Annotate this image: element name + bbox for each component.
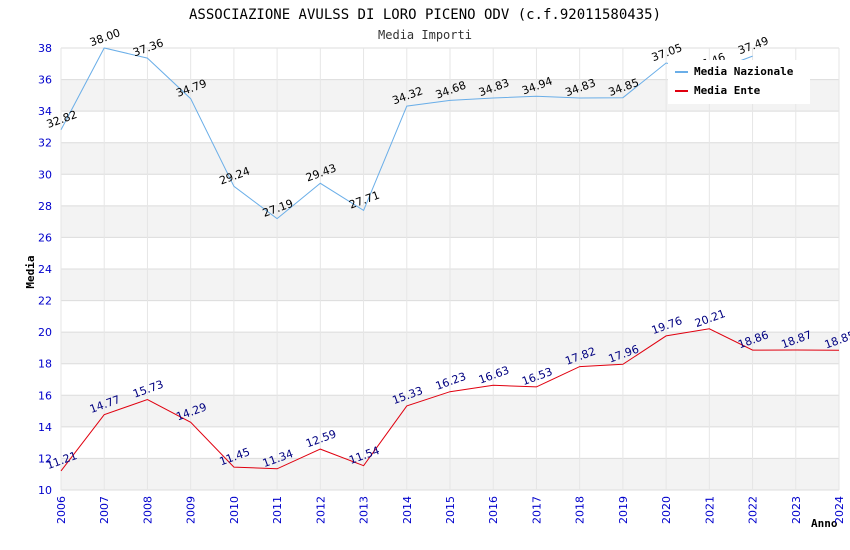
x-tick-label: 2014: [401, 496, 414, 524]
legend-entry-media-nazionale: Media Nazionale: [694, 65, 794, 78]
x-tick-label: 2009: [185, 496, 198, 524]
legend-box: [668, 60, 810, 104]
data-label: 38.00: [88, 26, 122, 49]
x-tick-labels: 2006 2007 2008 2009 2010 2011 2012 2013 2014 2015…: [55, 496, 846, 524]
y-tick-label: 20: [38, 326, 52, 339]
y-tick-label: 12: [38, 452, 52, 465]
y-tick-label: 34: [38, 105, 52, 118]
y-tick-label: 14: [38, 421, 52, 434]
y-tick-label: 38: [38, 42, 52, 55]
chart-title: ASSOCIAZIONE AVULSS DI LORO PICENO ODV (…: [189, 7, 661, 23]
x-tick-label: 2021: [703, 496, 716, 524]
y-tick-label: 10: [38, 484, 52, 497]
grid-lines: [60, 47, 840, 491]
y-tick-label: 30: [38, 168, 52, 181]
legend: Media Nazionale Media Ente: [668, 60, 810, 104]
x-tick-label: 2024: [833, 496, 846, 524]
x-tick-label: 2018: [574, 496, 587, 524]
x-tick-label: 2022: [747, 496, 760, 524]
y-tick-label: 26: [38, 231, 52, 244]
series-line-media-nazionale: [60, 47, 753, 220]
x-tick-label: 2020: [660, 496, 673, 524]
series-group: [60, 47, 840, 472]
y-axis-label: Media: [24, 255, 37, 288]
x-tick-label: 2006: [55, 496, 68, 524]
y-tick-label: 22: [38, 295, 52, 308]
y-tick-label: 36: [38, 74, 52, 87]
y-tick-label: 16: [38, 389, 52, 402]
x-tick-label: 2017: [530, 496, 543, 524]
x-tick-label: 2023: [790, 496, 803, 524]
x-tick-label: 2019: [617, 496, 630, 524]
y-tick-labels: 10 12 14 16 18 20 22 24 26 28 30 32 34 36 38: [38, 42, 52, 497]
y-tick-label: 28: [38, 200, 52, 213]
x-tick-label: 2010: [228, 496, 241, 524]
x-tick-label: 2015: [444, 496, 457, 524]
x-axis-label: Anno: [811, 517, 838, 530]
x-tick-label: 2012: [314, 496, 327, 524]
x-tick-label: 2007: [98, 496, 111, 524]
y-tick-label: 32: [38, 137, 52, 150]
chart-subtitle: Media Importi: [378, 28, 472, 42]
series-line-media-ente: [60, 328, 840, 472]
x-tick-label: 2008: [141, 496, 154, 524]
y-tick-label: 24: [38, 263, 52, 276]
x-tick-label: 2016: [487, 496, 500, 524]
legend-entry-media-ente: Media Ente: [694, 84, 761, 97]
y-tick-label: 18: [38, 358, 52, 371]
x-tick-label: 2011: [271, 496, 284, 524]
x-tick-label: 2013: [358, 496, 371, 524]
